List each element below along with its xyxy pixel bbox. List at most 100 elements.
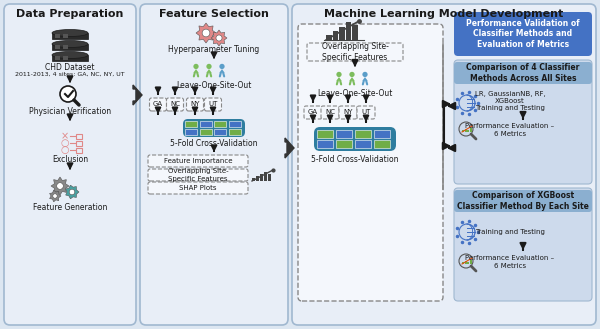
- FancyBboxPatch shape: [148, 169, 248, 181]
- Bar: [55, 34, 60, 38]
- Text: Feature Generation: Feature Generation: [33, 203, 107, 212]
- Bar: [199, 120, 212, 127]
- Circle shape: [193, 64, 199, 69]
- Text: Data Preparation: Data Preparation: [16, 9, 124, 19]
- Text: UT: UT: [361, 110, 371, 115]
- Text: Performance Evaluation –
6 Metrics: Performance Evaluation – 6 Metrics: [466, 123, 554, 137]
- Bar: [63, 56, 68, 60]
- Text: Physician Verification: Physician Verification: [29, 107, 111, 115]
- Text: NC: NC: [325, 110, 335, 115]
- Ellipse shape: [52, 52, 88, 59]
- Bar: [260, 174, 263, 181]
- Bar: [326, 35, 331, 40]
- FancyBboxPatch shape: [187, 98, 203, 111]
- Text: NC: NC: [170, 102, 180, 108]
- Ellipse shape: [52, 30, 88, 37]
- Bar: [374, 130, 390, 138]
- Bar: [464, 261, 467, 264]
- Text: Comparison of 4 Classifier
Methods Across All Sites: Comparison of 4 Classifier Methods Acros…: [466, 63, 580, 83]
- Text: Feature Selection: Feature Selection: [159, 9, 269, 19]
- Bar: [214, 120, 226, 127]
- FancyBboxPatch shape: [454, 190, 592, 212]
- FancyBboxPatch shape: [292, 4, 596, 325]
- Text: Feature Importance: Feature Importance: [164, 158, 232, 164]
- Polygon shape: [220, 69, 224, 73]
- Polygon shape: [206, 69, 212, 73]
- FancyBboxPatch shape: [183, 119, 245, 137]
- Polygon shape: [211, 30, 227, 46]
- Bar: [317, 139, 333, 148]
- Circle shape: [337, 72, 341, 77]
- Bar: [63, 45, 68, 49]
- Text: Performance Evaluation –
6 Metrics: Performance Evaluation – 6 Metrics: [466, 256, 554, 268]
- FancyBboxPatch shape: [298, 24, 443, 301]
- FancyBboxPatch shape: [149, 98, 167, 111]
- Bar: [336, 139, 352, 148]
- FancyBboxPatch shape: [148, 182, 248, 194]
- FancyBboxPatch shape: [205, 98, 221, 111]
- Polygon shape: [362, 77, 368, 81]
- Bar: [256, 176, 259, 181]
- Bar: [76, 147, 82, 153]
- Polygon shape: [50, 190, 61, 202]
- Bar: [55, 56, 60, 60]
- FancyBboxPatch shape: [148, 155, 248, 167]
- FancyBboxPatch shape: [454, 62, 592, 84]
- FancyBboxPatch shape: [307, 43, 403, 61]
- Text: Exclusion: Exclusion: [52, 156, 88, 164]
- Bar: [346, 22, 351, 40]
- Polygon shape: [196, 23, 216, 43]
- Polygon shape: [349, 77, 355, 81]
- Polygon shape: [133, 85, 142, 105]
- Bar: [76, 134, 82, 139]
- Circle shape: [362, 72, 368, 77]
- Bar: [462, 262, 464, 264]
- FancyBboxPatch shape: [304, 106, 322, 119]
- Bar: [76, 140, 82, 145]
- Bar: [63, 34, 68, 38]
- FancyBboxPatch shape: [454, 12, 592, 56]
- Ellipse shape: [52, 40, 88, 47]
- FancyBboxPatch shape: [339, 106, 357, 119]
- Text: 2011-2013, 4 sites: GA, NC, NY, UT: 2011-2013, 4 sites: GA, NC, NY, UT: [15, 71, 125, 77]
- Text: LR, GaussianNB, RF,
XGBoost
Training and Testing: LR, GaussianNB, RF, XGBoost Training and…: [475, 91, 545, 111]
- Text: 5-Fold Cross-Validation: 5-Fold Cross-Validation: [170, 139, 258, 148]
- Bar: [199, 129, 212, 135]
- Polygon shape: [285, 138, 294, 158]
- Bar: [467, 262, 469, 264]
- Bar: [352, 25, 358, 40]
- Bar: [317, 130, 333, 138]
- Polygon shape: [193, 69, 199, 73]
- Bar: [336, 130, 352, 138]
- Text: Hyperparameter Tuning: Hyperparameter Tuning: [169, 44, 260, 54]
- Text: GA: GA: [308, 110, 318, 115]
- FancyBboxPatch shape: [4, 4, 136, 325]
- Text: ×: ×: [61, 131, 69, 141]
- Bar: [464, 129, 467, 132]
- Bar: [52, 44, 88, 50]
- Text: 5-Fold Cross-Validation: 5-Fold Cross-Validation: [311, 155, 399, 164]
- Text: Machine Learning Model Development: Machine Learning Model Development: [325, 9, 563, 19]
- Circle shape: [53, 194, 57, 198]
- Circle shape: [206, 64, 212, 69]
- Bar: [462, 130, 464, 132]
- Bar: [355, 130, 371, 138]
- Text: GA: GA: [153, 102, 163, 108]
- Text: UT: UT: [208, 102, 218, 108]
- Circle shape: [57, 183, 64, 189]
- Circle shape: [220, 64, 224, 69]
- FancyBboxPatch shape: [167, 98, 184, 111]
- Bar: [470, 128, 472, 132]
- Text: NY: NY: [343, 110, 353, 115]
- Bar: [214, 129, 226, 135]
- Circle shape: [69, 189, 75, 195]
- Bar: [52, 33, 88, 39]
- Circle shape: [216, 35, 222, 41]
- FancyBboxPatch shape: [140, 4, 288, 325]
- Bar: [467, 130, 469, 132]
- Bar: [374, 139, 390, 148]
- Text: ○: ○: [61, 138, 69, 148]
- Text: Leave-One-Site-Out: Leave-One-Site-Out: [176, 81, 251, 89]
- Text: Comparison of XGBoost
Classifier Method By Each Site: Comparison of XGBoost Classifier Method …: [457, 191, 589, 211]
- Polygon shape: [51, 177, 69, 195]
